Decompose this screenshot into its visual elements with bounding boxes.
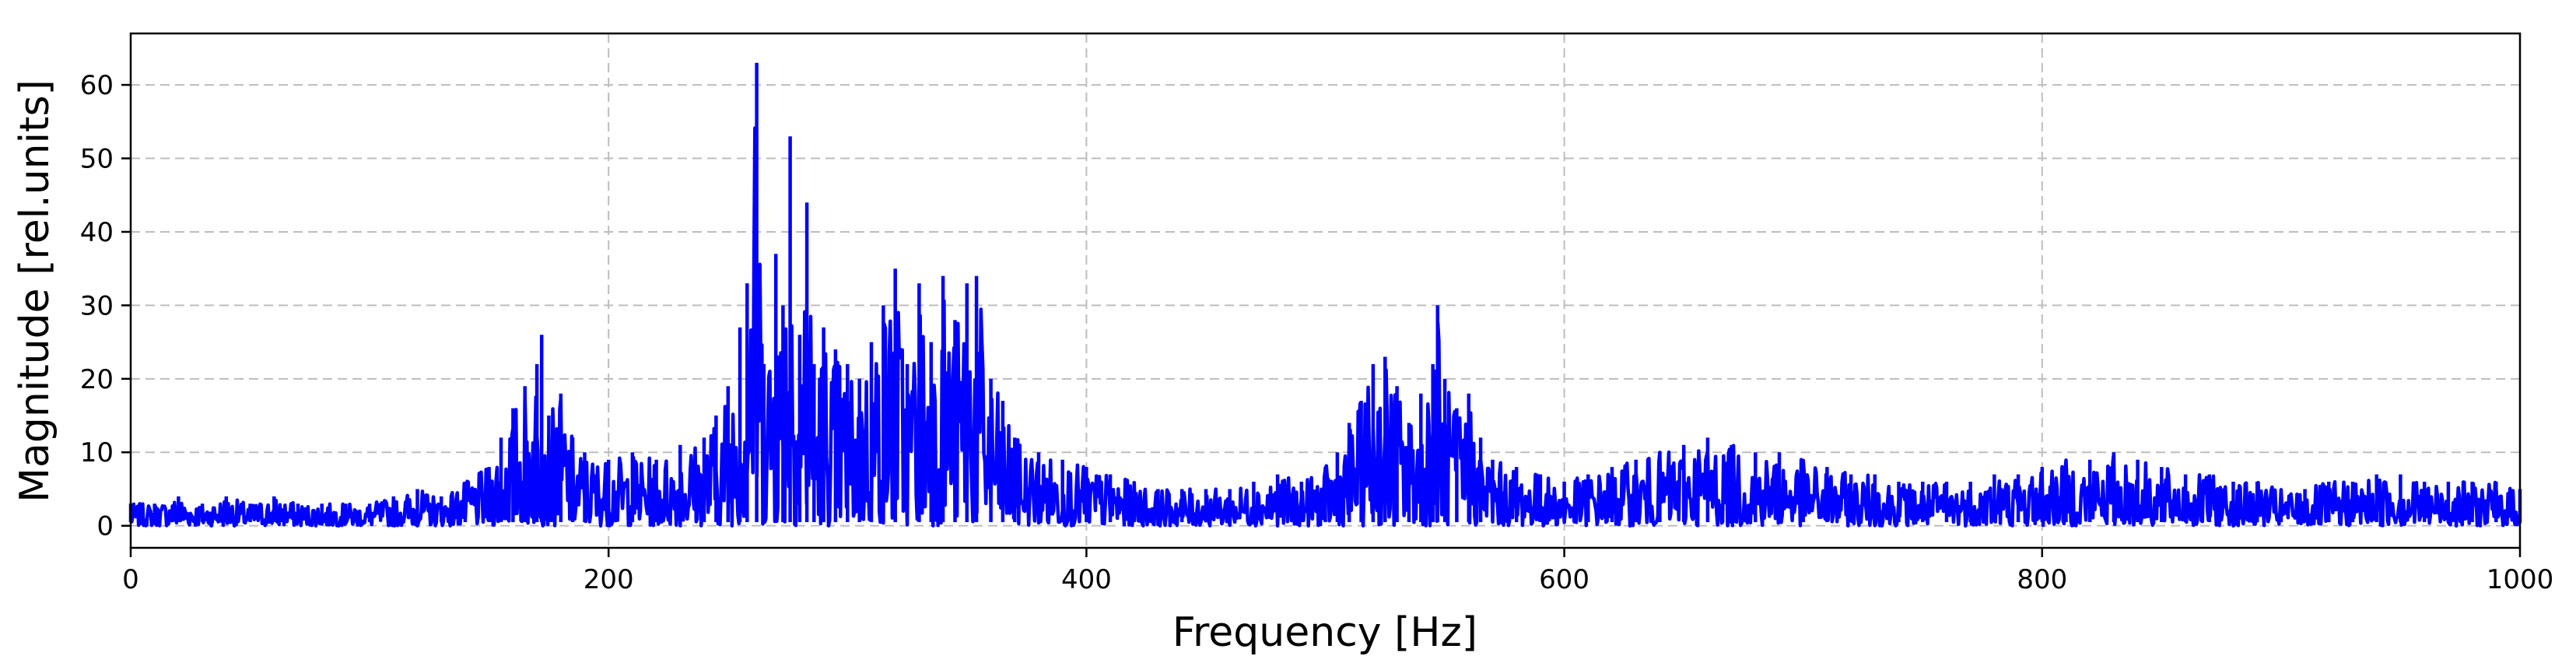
series-line-magnitude [128, 62, 2522, 528]
x-tick-label: 0 [122, 564, 139, 595]
x-axis-label: Frequency [Hz] [1172, 609, 1477, 656]
x-tick-label: 200 [584, 564, 634, 595]
x-tick-label: 600 [1539, 564, 1589, 595]
plot-area-frame [129, 32, 2522, 549]
y-tick-label: 60 [80, 70, 114, 101]
y-axis-label: Magnitude [rel.units] [12, 79, 58, 503]
y-tick-label: 40 [80, 217, 114, 248]
y-axis-ticks: 0 10 20 30 40 50 60 [80, 70, 131, 542]
series-layer [128, 62, 2522, 528]
y-tick-label: 30 [80, 290, 114, 321]
x-axis-ticks: 0 200 400 600 800 1000 [122, 548, 2553, 595]
y-tick-label: 10 [80, 437, 114, 468]
x-tick-label: 1000 [2487, 564, 2554, 595]
y-tick-label: 0 [96, 511, 114, 542]
y-tick-label: 50 [80, 144, 114, 175]
x-tick-label: 800 [2017, 564, 2067, 595]
x-tick-label: 400 [1061, 564, 1112, 595]
y-tick-label: 20 [80, 364, 114, 395]
